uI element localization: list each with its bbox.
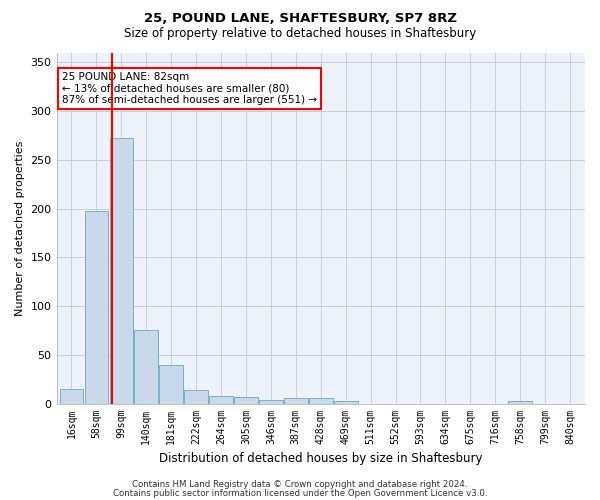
Bar	[234, 396, 258, 404]
Text: Contains public sector information licensed under the Open Government Licence v3: Contains public sector information licen…	[113, 488, 487, 498]
Y-axis label: Number of detached properties: Number of detached properties	[15, 140, 25, 316]
Bar	[508, 400, 532, 404]
Text: 25 POUND LANE: 82sqm
← 13% of detached houses are smaller (80)
87% of semi-detac: 25 POUND LANE: 82sqm ← 13% of detached h…	[62, 72, 317, 105]
Bar	[284, 398, 308, 404]
Bar	[134, 330, 158, 404]
Bar	[160, 364, 183, 404]
X-axis label: Distribution of detached houses by size in Shaftesbury: Distribution of detached houses by size …	[159, 452, 482, 465]
Text: Contains HM Land Registry data © Crown copyright and database right 2024.: Contains HM Land Registry data © Crown c…	[132, 480, 468, 489]
Bar	[209, 396, 233, 404]
Bar	[334, 400, 358, 404]
Text: 25, POUND LANE, SHAFTESBURY, SP7 8RZ: 25, POUND LANE, SHAFTESBURY, SP7 8RZ	[143, 12, 457, 26]
Bar	[184, 390, 208, 404]
Bar	[85, 212, 108, 404]
Bar	[59, 389, 83, 404]
Bar	[309, 398, 332, 404]
Bar	[110, 138, 133, 404]
Text: Size of property relative to detached houses in Shaftesbury: Size of property relative to detached ho…	[124, 28, 476, 40]
Bar	[259, 400, 283, 404]
